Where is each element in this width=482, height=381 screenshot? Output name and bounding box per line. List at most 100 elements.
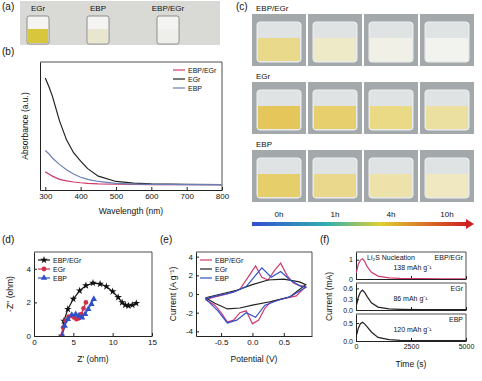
legend-marker — [42, 267, 47, 272]
beaker-liquid — [314, 38, 356, 61]
photo-tile — [364, 14, 418, 66]
chart: -0.50.00.5-4-2024Potential (V)Current (A… — [168, 252, 313, 364]
plot-frame — [196, 252, 312, 336]
x-axis: 051015 — [32, 333, 157, 347]
series-label: EBP/EGr — [435, 254, 464, 261]
legend-label: EBP/EGr — [215, 257, 244, 264]
x-axis-line — [357, 279, 467, 280]
y-tick: 0.0 — [343, 307, 359, 314]
series-marker — [76, 287, 84, 294]
legend-swatch — [200, 259, 212, 260]
y-tick: 0.6 — [343, 285, 359, 292]
x-tick: 0.0 — [247, 333, 259, 347]
beaker — [425, 158, 469, 198]
x-tick: 300 — [39, 187, 53, 201]
beaker — [257, 22, 301, 62]
x-tick-mark — [252, 333, 253, 336]
annotation: Li₂S Nucleation — [367, 254, 415, 261]
y-tick-label: 0 — [349, 276, 353, 283]
beaker-liquid — [370, 174, 412, 197]
beaker-liquid — [370, 106, 412, 129]
beaker-liquid — [314, 106, 356, 129]
x-axis-title: Z' (ohm) — [77, 354, 109, 364]
y-tick: 2 — [27, 298, 37, 307]
series-line — [45, 78, 222, 185]
y-tick: 2 — [189, 271, 199, 280]
y-tick-mark — [196, 313, 199, 314]
x-tick-mark — [221, 333, 222, 336]
y-axis-line — [34, 253, 35, 337]
photo-tile — [308, 150, 362, 202]
beaker — [257, 158, 301, 198]
series-line — [62, 299, 93, 336]
plot-area — [45, 78, 222, 185]
x-axis-line — [35, 336, 153, 337]
y-tick: 4 — [189, 253, 199, 262]
row-label: EBP — [256, 140, 272, 149]
vial-liquid — [28, 29, 48, 43]
series-marker — [89, 279, 97, 286]
beaker-liquid — [426, 106, 468, 129]
time-label: 1h — [331, 210, 340, 219]
x-tick-label: 0 — [355, 343, 359, 350]
chart: 051015024Z' (ohm)-Z'' (ohm)EBP/EGrEGrEBP — [5, 252, 157, 364]
photo-tile — [364, 82, 418, 134]
y-tick: -4 — [186, 327, 199, 336]
x-tick: 400 — [74, 187, 88, 201]
beaker — [257, 90, 301, 130]
series-marker — [58, 332, 66, 336]
plot-frame — [356, 314, 466, 341]
x-axis-title: Time (s) — [396, 359, 427, 369]
legend-swatch — [173, 69, 185, 70]
y-tick: 0.0 — [343, 338, 359, 345]
beaker — [425, 22, 469, 62]
y-tick-mark — [196, 294, 199, 295]
x-tick-label: 5000 — [459, 343, 475, 350]
beaker — [313, 90, 357, 130]
y-axis-line — [356, 253, 357, 280]
y-tick: 4 — [27, 265, 37, 274]
x-tick-label: 400 — [74, 192, 88, 201]
y-tick-label: 0 — [189, 290, 194, 299]
series-marker — [109, 287, 117, 294]
x-tick: 5 — [72, 333, 77, 347]
x-tick: 10 — [109, 333, 118, 347]
y-tick-label: 2 — [189, 271, 194, 280]
y-axis: -4 -2 0 2 4 — [186, 253, 199, 337]
beaker — [369, 22, 413, 62]
y-axis: 0.00.30.6 — [343, 284, 359, 314]
series-line — [356, 322, 466, 340]
plot-area — [205, 263, 305, 324]
annotation: 138 mAh g⁻¹ — [393, 264, 432, 272]
y-tick: -2 — [186, 309, 199, 318]
x-tick-mark — [466, 338, 467, 341]
x-axis: -0.50.00.5 — [197, 333, 313, 347]
series-line — [356, 290, 466, 309]
y-tick-label: 4 — [189, 253, 194, 262]
photo-a: EGrEBPEBP/EGr — [20, 1, 220, 45]
x-tick-label: 500 — [110, 192, 124, 201]
x-axis-title: Wavelength (nm) — [99, 206, 164, 216]
series-marker — [61, 322, 67, 328]
y-tick-mark — [196, 331, 199, 332]
photo-background — [20, 1, 220, 45]
x-axis: 300400500600700800 — [39, 187, 230, 201]
beaker — [425, 90, 469, 130]
x-tick-label: 2500 — [404, 343, 420, 350]
series-label: EGr — [451, 285, 464, 292]
y-tick-label: 4 — [27, 265, 32, 274]
x-tick-mark — [73, 333, 74, 336]
vial — [157, 16, 179, 44]
legend-swatch — [173, 87, 185, 88]
series-line — [62, 283, 137, 336]
x-axis-title: Potential (V) — [231, 354, 278, 364]
x-tick-mark — [151, 187, 152, 190]
annotation: 120 mAh g⁻¹ — [393, 326, 432, 334]
y-tick-mark — [196, 257, 199, 258]
x-tick-mark — [45, 187, 46, 190]
time-label: 4h — [387, 210, 396, 219]
photo-tile — [420, 82, 474, 134]
beaker-liquid — [258, 38, 300, 61]
x-tick-mark — [222, 187, 223, 190]
photo-tile — [364, 150, 418, 202]
